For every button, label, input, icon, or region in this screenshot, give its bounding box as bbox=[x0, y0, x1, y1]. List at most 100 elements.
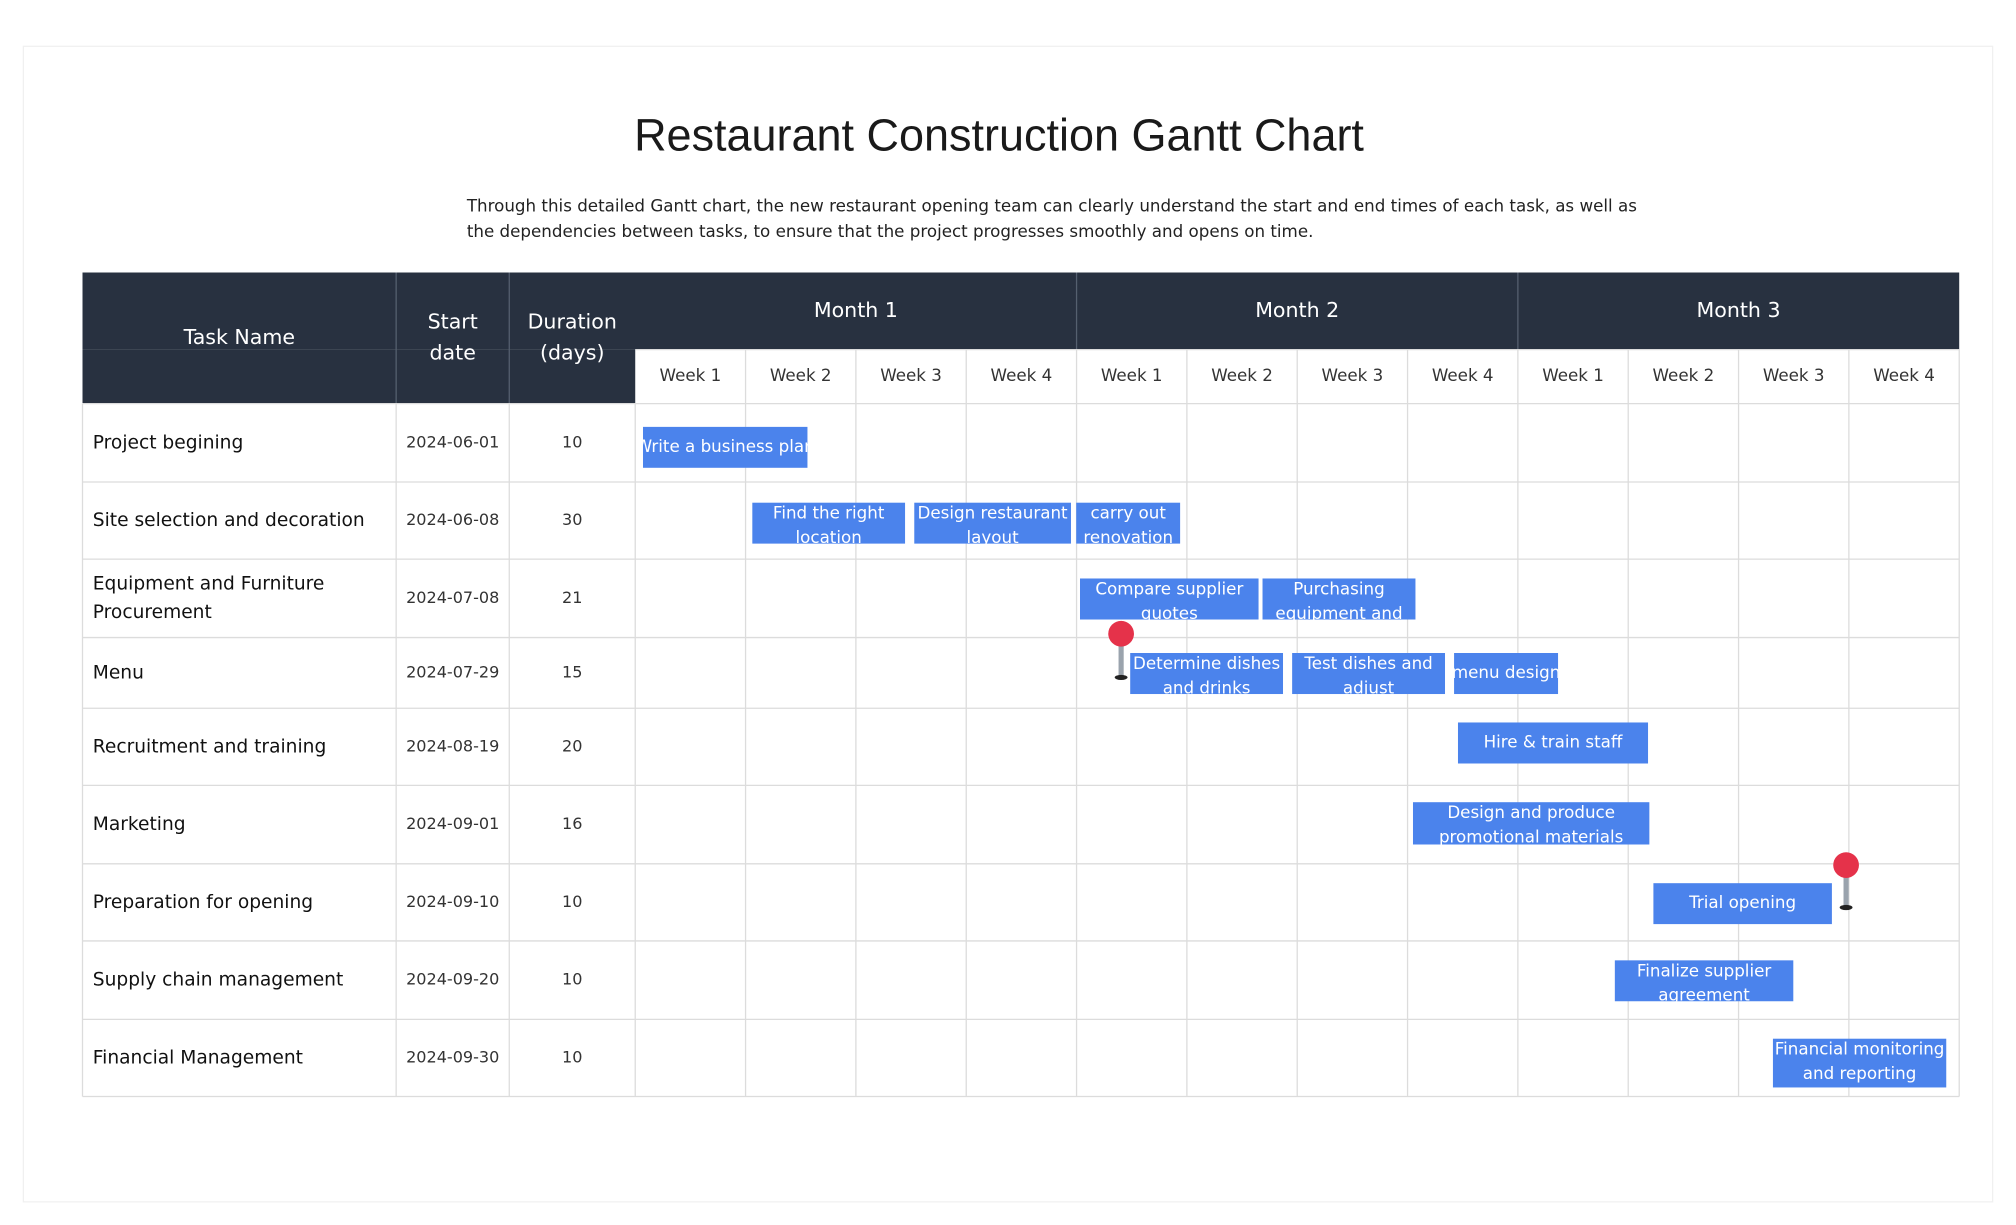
task-bar: Purchasing equipment and bbox=[1262, 578, 1416, 623]
start-date: 2024-06-01 bbox=[406, 432, 499, 451]
bar-label: renovation bbox=[1083, 527, 1173, 547]
bar-label: Compare supplier bbox=[1095, 579, 1243, 599]
header-cell: Duration bbox=[528, 310, 617, 334]
bar-rect bbox=[1262, 578, 1416, 620]
bar-label: Hire & train staff bbox=[1484, 731, 1623, 751]
bar-rect bbox=[914, 502, 1071, 544]
duration: 10 bbox=[562, 1047, 582, 1066]
month-label: Month 3 bbox=[1697, 298, 1781, 322]
pin-base bbox=[1114, 674, 1128, 680]
header-bg bbox=[82, 272, 1960, 350]
duration: 20 bbox=[562, 736, 582, 755]
description-line: the dependencies between tasks, to ensur… bbox=[467, 221, 1314, 241]
bar-label: Test dishes and bbox=[1303, 653, 1432, 673]
task-name: Preparation for opening bbox=[93, 892, 313, 913]
bar-rect bbox=[1412, 802, 1650, 845]
task-bar: Hire & train staff bbox=[1457, 722, 1649, 764]
bar-label: quotes bbox=[1141, 603, 1198, 623]
bar-rect bbox=[1653, 883, 1832, 925]
task-name: Recruitment and training bbox=[93, 736, 327, 757]
bar-label: Design restaurant bbox=[918, 503, 1069, 523]
duration: 30 bbox=[562, 510, 582, 529]
bar-rect bbox=[1130, 652, 1284, 695]
pin-head bbox=[1108, 620, 1134, 647]
bar-label: Determine dishes bbox=[1133, 653, 1280, 673]
task-bar: Design and produce promotional materials bbox=[1412, 802, 1650, 847]
start-date: 2024-06-08 bbox=[406, 510, 499, 529]
task-name: Marketing bbox=[93, 814, 186, 835]
bar-label: Financial monitoring bbox=[1775, 1039, 1945, 1059]
duration: 16 bbox=[562, 814, 582, 833]
task-name: Supply chain management bbox=[93, 970, 344, 991]
bar-label: and drinks bbox=[1163, 677, 1251, 697]
pin-head bbox=[1833, 852, 1859, 878]
header-cell: date bbox=[430, 340, 476, 364]
bar-label: location bbox=[796, 527, 862, 547]
task-bar: Find the right location bbox=[752, 502, 906, 547]
gantt-table: Task Name Start date Duration (days) Month 1 W… bbox=[81, 272, 1960, 1098]
bar-rect bbox=[1454, 652, 1559, 695]
week-label: Week 4 bbox=[1432, 365, 1494, 385]
start-date: 2024-09-01 bbox=[406, 814, 499, 833]
bar-rect bbox=[1614, 960, 1794, 1002]
bar-label: promotional materials bbox=[1439, 827, 1623, 847]
bar-rect bbox=[642, 426, 808, 468]
milestone-pin bbox=[1108, 620, 1134, 680]
bar-label: Trial opening bbox=[1688, 892, 1796, 912]
bar-rect bbox=[1079, 578, 1259, 620]
header-cell: (days) bbox=[540, 340, 605, 364]
pin-base bbox=[1839, 904, 1853, 911]
task-name: Site selection and decoration bbox=[93, 510, 365, 531]
bar-label: equipment and bbox=[1275, 603, 1402, 623]
bar-rect bbox=[1292, 652, 1446, 695]
task-bar: Determine dishes and drinks bbox=[1130, 652, 1284, 697]
task-bar: Write a business plan bbox=[636, 426, 815, 468]
week-label: Week 1 bbox=[1101, 365, 1163, 385]
bar-rect bbox=[1076, 502, 1181, 544]
duration: 10 bbox=[562, 432, 582, 451]
bar-label: Design and produce bbox=[1447, 802, 1615, 822]
week-label: Week 1 bbox=[1542, 365, 1604, 385]
card bbox=[22, 45, 1994, 1203]
start-date: 2024-09-30 bbox=[406, 1047, 499, 1066]
header-cell: Start bbox=[428, 310, 478, 334]
bar-label: adjust bbox=[1343, 677, 1395, 697]
start-date: 2024-09-10 bbox=[406, 892, 499, 911]
week-label: Week 1 bbox=[660, 365, 722, 385]
task-name: Procurement bbox=[93, 602, 212, 623]
bar-label: Find the right bbox=[773, 503, 885, 523]
task-bar: Trial opening bbox=[1653, 883, 1832, 925]
week-label: Week 2 bbox=[1653, 365, 1715, 385]
title: Restaurant Construction Gantt Chart bbox=[634, 110, 1364, 161]
description-line: Through this detailed Gantt chart, the n… bbox=[466, 195, 1637, 215]
task-name: Project begining bbox=[93, 432, 244, 453]
week-label: Week 3 bbox=[1763, 365, 1825, 385]
header-cell: Task Name bbox=[183, 325, 296, 349]
header-bg bbox=[82, 349, 636, 404]
bar-label: carry out bbox=[1090, 503, 1166, 523]
task-name: Financial Management bbox=[93, 1047, 303, 1068]
week-label: Week 4 bbox=[991, 365, 1053, 385]
week-label: Week 3 bbox=[1322, 365, 1384, 385]
bar-label: Write a business plan bbox=[636, 436, 815, 456]
week-label: Week 2 bbox=[770, 365, 832, 385]
task-name: Equipment and Furniture bbox=[93, 574, 325, 595]
month-label: Month 2 bbox=[1255, 298, 1339, 322]
start-date: 2024-08-19 bbox=[406, 736, 499, 755]
milestone-pin bbox=[1833, 852, 1859, 911]
start-date: 2024-07-08 bbox=[406, 588, 499, 607]
bar-label: and reporting bbox=[1803, 1063, 1917, 1083]
bar-label: Finalize supplier bbox=[1637, 960, 1772, 980]
task-bar: Finalize supplier agreement bbox=[1614, 960, 1794, 1005]
week-label: Week 2 bbox=[1211, 365, 1273, 385]
month-label: Month 1 bbox=[814, 298, 898, 322]
bar-label: Purchasing bbox=[1293, 579, 1384, 599]
week-label: Week 4 bbox=[1873, 365, 1935, 385]
start-date: 2024-09-20 bbox=[406, 970, 499, 989]
task-bar: carry out renovation bbox=[1076, 502, 1181, 547]
bar-label: agreement bbox=[1658, 985, 1750, 1005]
bar-rect bbox=[1457, 722, 1649, 764]
duration: 10 bbox=[562, 970, 582, 989]
